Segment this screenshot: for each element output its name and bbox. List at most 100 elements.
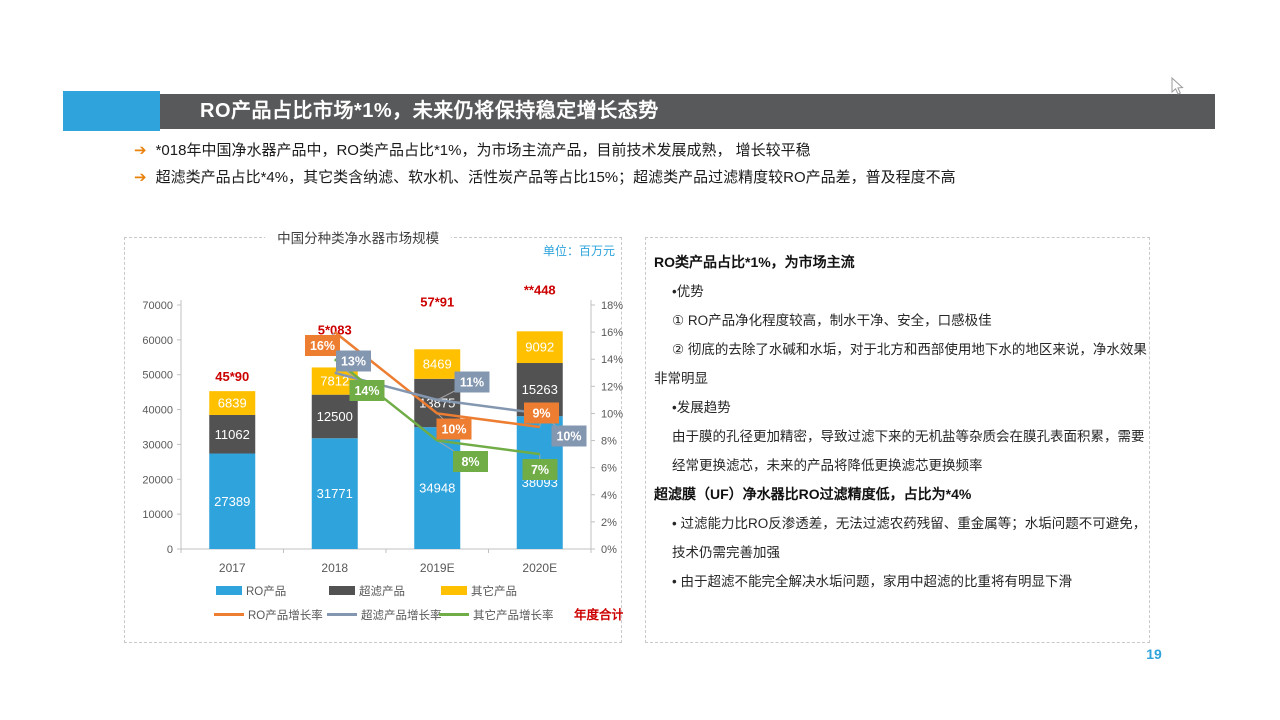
svg-text:50000: 50000 bbox=[142, 370, 173, 382]
note-line: 经常更换滤芯，未来的产品将降低更换滤芯更换频率 bbox=[672, 458, 983, 473]
note-heading: RO类产品占比*1%，为市场主流 bbox=[654, 254, 855, 270]
growth-rate-label bbox=[522, 459, 558, 480]
bullet-text: *018年中国净水器产品中，RO类产品占比*1%，为市场主流产品，目前技术发展成… bbox=[155, 142, 811, 159]
bar-segment bbox=[311, 438, 358, 549]
svg-text:RO产品: RO产品 bbox=[246, 584, 286, 598]
note-line: • 过滤能力比RO反渗透差，无法过滤农药残留、重金属等；水垢问题不可避免， bbox=[672, 516, 1147, 531]
bar-segment bbox=[209, 414, 256, 454]
legend-swatch bbox=[329, 586, 355, 595]
svg-text:30000: 30000 bbox=[142, 439, 173, 451]
svg-text:7812: 7812 bbox=[320, 374, 349, 389]
svg-text:16%: 16% bbox=[601, 327, 623, 339]
legend-line-swatch bbox=[214, 613, 244, 616]
svg-text:8469: 8469 bbox=[423, 357, 452, 372]
svg-text:14%: 14% bbox=[354, 384, 379, 398]
total-label: 45*90 bbox=[215, 369, 249, 384]
svg-text:31771: 31771 bbox=[317, 486, 353, 501]
svg-text:27389: 27389 bbox=[214, 494, 250, 509]
arrow-bullet-icon: ➔ bbox=[134, 169, 147, 186]
svg-text:8%: 8% bbox=[601, 436, 617, 448]
svg-text:其它产品: 其它产品 bbox=[471, 584, 517, 598]
page-title: RO产品占比市场*1%，未来仍将保持稳定增长态势 bbox=[200, 100, 659, 122]
legend-line-swatch bbox=[439, 613, 469, 616]
svg-text:10%: 10% bbox=[441, 423, 466, 437]
growth-rate-label bbox=[305, 335, 340, 356]
svg-text:13%: 13% bbox=[341, 355, 366, 369]
svg-text:16%: 16% bbox=[310, 339, 335, 353]
svg-text:18%: 18% bbox=[601, 300, 623, 312]
note-line: •发展趋势 bbox=[672, 400, 731, 415]
bar-segment bbox=[516, 331, 563, 364]
svg-text:11%: 11% bbox=[460, 376, 484, 390]
notes-panel: RO类产品占比*1%，为市场主流 •优势 ① RO产品净化程度较高，制水干净、安… bbox=[645, 237, 1150, 643]
note-line: • 由于超滤不能完全解决水垢问题，家用中超滤的比重将有明显下滑 bbox=[672, 574, 1072, 589]
svg-text:60000: 60000 bbox=[142, 335, 173, 347]
legend-swatch bbox=[441, 586, 467, 595]
page-number: 19 bbox=[1146, 646, 1162, 662]
chart-title: 中国分种类净水器市场规模 bbox=[265, 227, 452, 247]
bar-segment bbox=[414, 427, 461, 549]
svg-text:9092: 9092 bbox=[525, 340, 554, 355]
arrow-bullet-icon: ➔ bbox=[134, 142, 147, 159]
svg-text:14%: 14% bbox=[601, 354, 623, 366]
svg-text:超滤产品增长率: 超滤产品增长率 bbox=[361, 608, 442, 622]
svg-text:20000: 20000 bbox=[142, 474, 173, 486]
bar-segment bbox=[414, 349, 461, 379]
svg-text:12%: 12% bbox=[601, 381, 623, 393]
header-title-bar: RO产品占比市场*1%，未来仍将保持稳定增长态势 bbox=[160, 94, 1215, 129]
svg-text:0%: 0% bbox=[601, 544, 617, 556]
legend-swatch bbox=[216, 586, 242, 595]
svg-text:4%: 4% bbox=[601, 490, 617, 502]
svg-text:其它产品增长率: 其它产品增长率 bbox=[473, 608, 554, 622]
svg-text:34948: 34948 bbox=[419, 481, 455, 496]
total-label: **448 bbox=[524, 282, 556, 297]
total-label: 5*083 bbox=[318, 322, 352, 337]
chart-unit-label: 单位：百万元 bbox=[542, 244, 615, 258]
growth-rate-label bbox=[524, 402, 559, 424]
legend-line-swatch bbox=[327, 613, 357, 616]
svg-text:12500: 12500 bbox=[317, 409, 353, 424]
growth-rate-label bbox=[453, 451, 488, 472]
svg-text:2019E: 2019E bbox=[420, 561, 455, 575]
annual-total-label: 年度合计 bbox=[574, 607, 623, 622]
growth-rate-label bbox=[349, 380, 385, 401]
svg-text:40000: 40000 bbox=[142, 405, 173, 417]
note-line: 技术仍需完善加强 bbox=[672, 545, 780, 560]
svg-text:2%: 2% bbox=[601, 517, 617, 529]
bullet-text: 超滤类产品占比*4%，其它类含纳滤、软水机、活性炭产品等占比15%；超滤类产品过… bbox=[155, 169, 956, 186]
svg-text:10000: 10000 bbox=[142, 509, 173, 521]
bar-segment bbox=[311, 394, 358, 439]
svg-text:70000: 70000 bbox=[142, 300, 173, 312]
svg-text:0: 0 bbox=[167, 544, 173, 556]
note-line: ① RO产品净化程度较高，制水干净、安全，口感极佳 bbox=[672, 313, 992, 328]
svg-text:11062: 11062 bbox=[215, 427, 250, 442]
note-line: 由于膜的孔径更加精密，导致过滤下来的无机盐等杂质会在膜孔表面积累，需要 bbox=[672, 429, 1145, 444]
svg-text:7%: 7% bbox=[531, 463, 549, 477]
svg-text:6%: 6% bbox=[601, 463, 617, 475]
summary-bullets: ➔ *018年中国净水器产品中，RO类产品占比*1%，为市场主流产品，目前技术发… bbox=[134, 139, 956, 193]
svg-text:10%: 10% bbox=[556, 430, 581, 444]
bar-segment bbox=[209, 453, 256, 549]
note-line: ② 彻底的去除了水碱和水垢，对于北方和西部使用地下水的地区来说，净水效果 bbox=[672, 342, 1147, 357]
svg-text:15263: 15263 bbox=[522, 382, 558, 397]
growth-rate-label bbox=[454, 371, 490, 393]
header-accent-square bbox=[63, 91, 160, 131]
svg-text:2020E: 2020E bbox=[522, 561, 557, 575]
svg-text:RO产品增长率: RO产品增长率 bbox=[248, 608, 323, 622]
svg-text:10%: 10% bbox=[601, 408, 623, 420]
market-size-chart: 0 10000 20000 30000 40000 50000 60000 70000 0% 2%… bbox=[142, 282, 623, 622]
growth-rate-label bbox=[436, 418, 472, 440]
mouse-cursor-icon bbox=[1171, 76, 1185, 100]
bar-segment bbox=[209, 391, 256, 415]
chart-panel: 中国分种类净水器市场规模 单位：百万元 0 10000 20000 30000 4000… bbox=[124, 227, 623, 643]
svg-text:8%: 8% bbox=[461, 455, 479, 469]
svg-text:6839: 6839 bbox=[218, 396, 247, 411]
svg-text:超滤产品: 超滤产品 bbox=[359, 584, 405, 598]
note-heading: 超滤膜（UF）净水器比RO过滤精度低，占比为*4% bbox=[654, 486, 972, 502]
svg-text:2017: 2017 bbox=[219, 561, 246, 575]
total-label: 57*91 bbox=[420, 294, 454, 309]
note-line: •优势 bbox=[672, 284, 704, 299]
growth-rate-label bbox=[336, 350, 371, 372]
svg-text:9%: 9% bbox=[532, 407, 550, 421]
